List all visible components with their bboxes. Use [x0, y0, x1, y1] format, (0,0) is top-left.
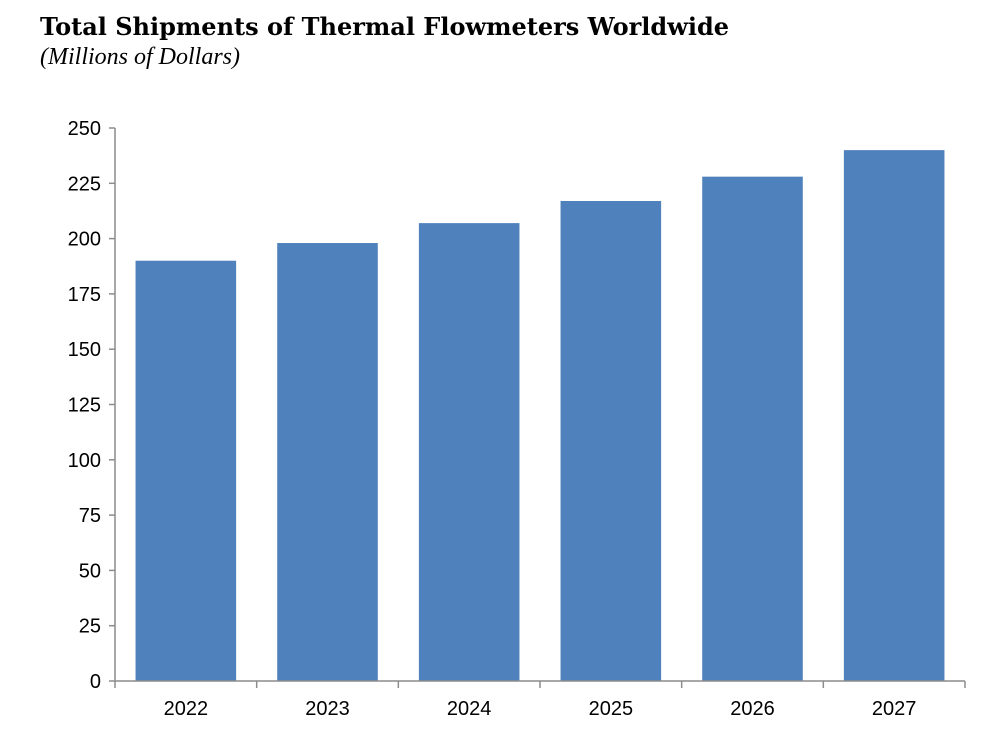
x-tick-label: 2025 [589, 698, 634, 720]
bar-2022 [135, 260, 237, 681]
bar-2024 [418, 223, 520, 681]
x-tick-labels: 2022 2023 2024 2025 2026 2027 [164, 698, 917, 720]
y-tick-labels: 0 25 50 75 100 125 150 175 200 225 250 [68, 118, 101, 693]
x-tick-label: 2024 [447, 698, 492, 720]
y-tick-label: 250 [68, 118, 101, 140]
axes-group [109, 127, 966, 688]
x-tick-label: 2026 [730, 698, 775, 720]
chart-title: Total Shipments of Thermal Flowmeters Wo… [40, 12, 730, 41]
chart-subtitle: (Millions of Dollars) [40, 44, 241, 70]
x-tick-label: 2023 [305, 698, 350, 720]
y-tick-label: 50 [79, 560, 101, 582]
bar-2026 [702, 176, 803, 681]
bar-2025 [560, 200, 662, 681]
y-tick-label: 100 [68, 450, 101, 472]
y-tick-label: 75 [79, 505, 101, 527]
y-tick-label: 175 [68, 284, 101, 306]
y-tick-label: 125 [68, 395, 101, 417]
y-tick-label: 150 [68, 339, 101, 361]
y-tick-label: 0 [90, 671, 101, 693]
y-tick-label: 25 [79, 616, 101, 638]
y-tick-label: 225 [68, 173, 101, 195]
y-tick-label: 200 [68, 229, 101, 251]
bar-2027 [843, 150, 945, 681]
x-tick-label: 2022 [164, 698, 209, 720]
x-tick-label: 2027 [872, 698, 917, 720]
bar-2023 [277, 243, 378, 682]
bars-group [135, 150, 945, 682]
